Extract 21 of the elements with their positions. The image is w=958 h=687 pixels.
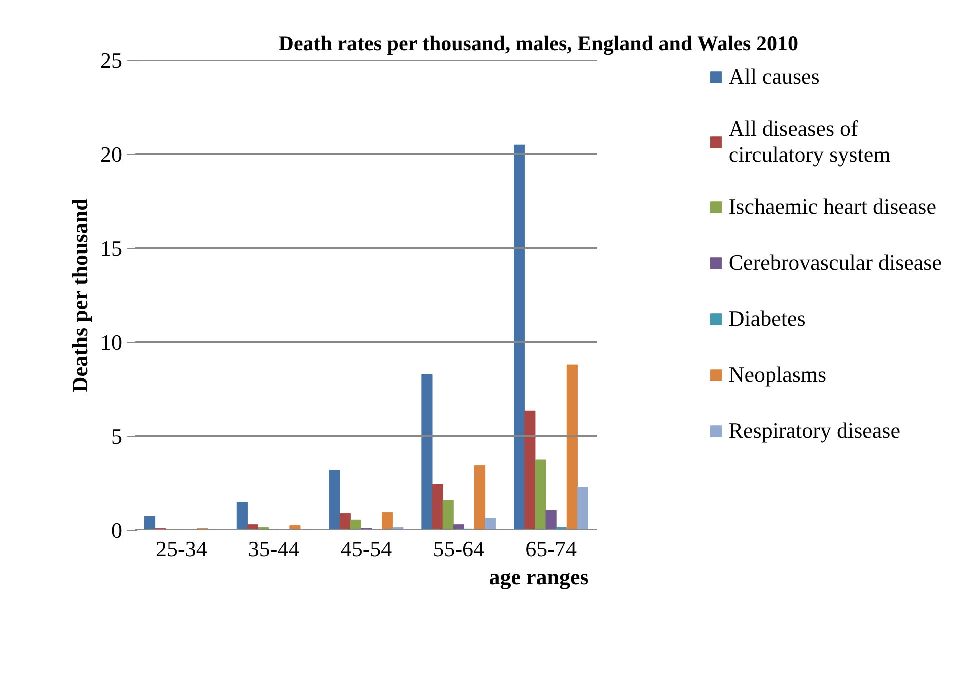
legend-label: Cerebrovascular disease (728, 249, 942, 277)
x-tick-label: 45-54 (340, 536, 392, 562)
legend-label: Diabetes (728, 305, 806, 333)
x-tick-label: 35-44 (248, 536, 300, 562)
legend-label: All causes (728, 63, 820, 91)
y-axis-title: Deaths per thousand (68, 198, 92, 393)
y-tick-label: 25 (100, 48, 122, 73)
y-tick-label: 10 (100, 330, 122, 355)
chart-title: Death rates per thousand, males, England and Wales 2010 (278, 32, 798, 56)
x-tick-label: 65-74 (526, 536, 577, 562)
y-tick-label: 5 (112, 424, 122, 449)
x-tick-label: 55-64 (433, 536, 485, 562)
legend-label: Respiratory disease (728, 417, 900, 445)
y-tick-label: 15 (100, 236, 122, 261)
x-axis-title: age ranges (489, 564, 590, 590)
legend-label: Neoplasms (728, 361, 827, 389)
y-tick-label: 20 (100, 142, 122, 167)
y-tick-label: 0 (112, 518, 122, 543)
legend-label: All diseases of circulatory system (728, 116, 891, 168)
x-tick-label: 25-34 (156, 536, 208, 562)
legend-label: Ischaemic heart disease (728, 193, 936, 221)
